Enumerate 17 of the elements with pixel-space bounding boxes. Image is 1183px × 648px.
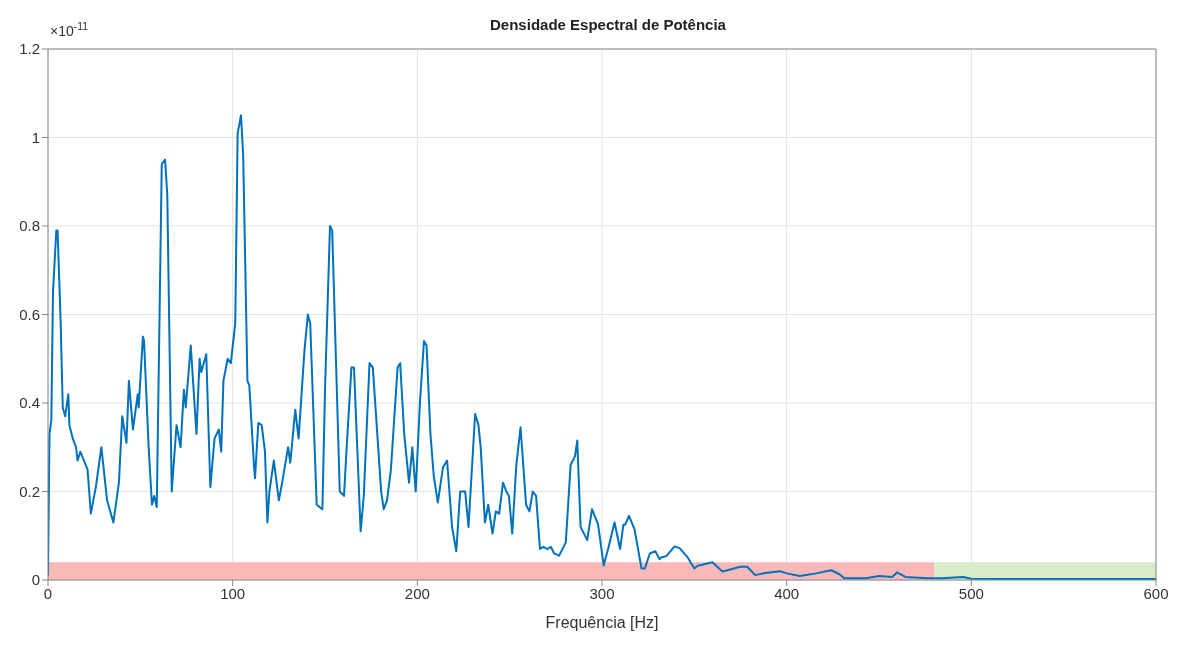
x-tick-label: 300 <box>589 584 615 602</box>
text: ×10$^{-11}$ <box>50 20 89 39</box>
y-tick-label: 1.2 <box>19 40 40 58</box>
x-tick-label: 200 <box>404 584 430 602</box>
x-tick-label: 600 <box>1143 584 1169 602</box>
y-tick-label: 0.2 <box>19 482 40 500</box>
x-tick-label: 400 <box>774 584 800 602</box>
x-tick-label: 500 <box>958 584 984 602</box>
y-tick-label: 0.6 <box>19 305 40 323</box>
x-tick-label: 0 <box>43 584 53 602</box>
y-tick-label: 0.8 <box>19 217 40 235</box>
y-tick-label: 1 <box>31 128 40 146</box>
y-tick-label: 0.4 <box>19 394 40 412</box>
x-axis-title: Frequência [Hz] <box>545 614 659 631</box>
chart-title: Densidade Espectral de Potência <box>490 16 727 33</box>
y-tick-label: 0 <box>31 571 40 589</box>
x-tick-label: 100 <box>220 584 246 602</box>
